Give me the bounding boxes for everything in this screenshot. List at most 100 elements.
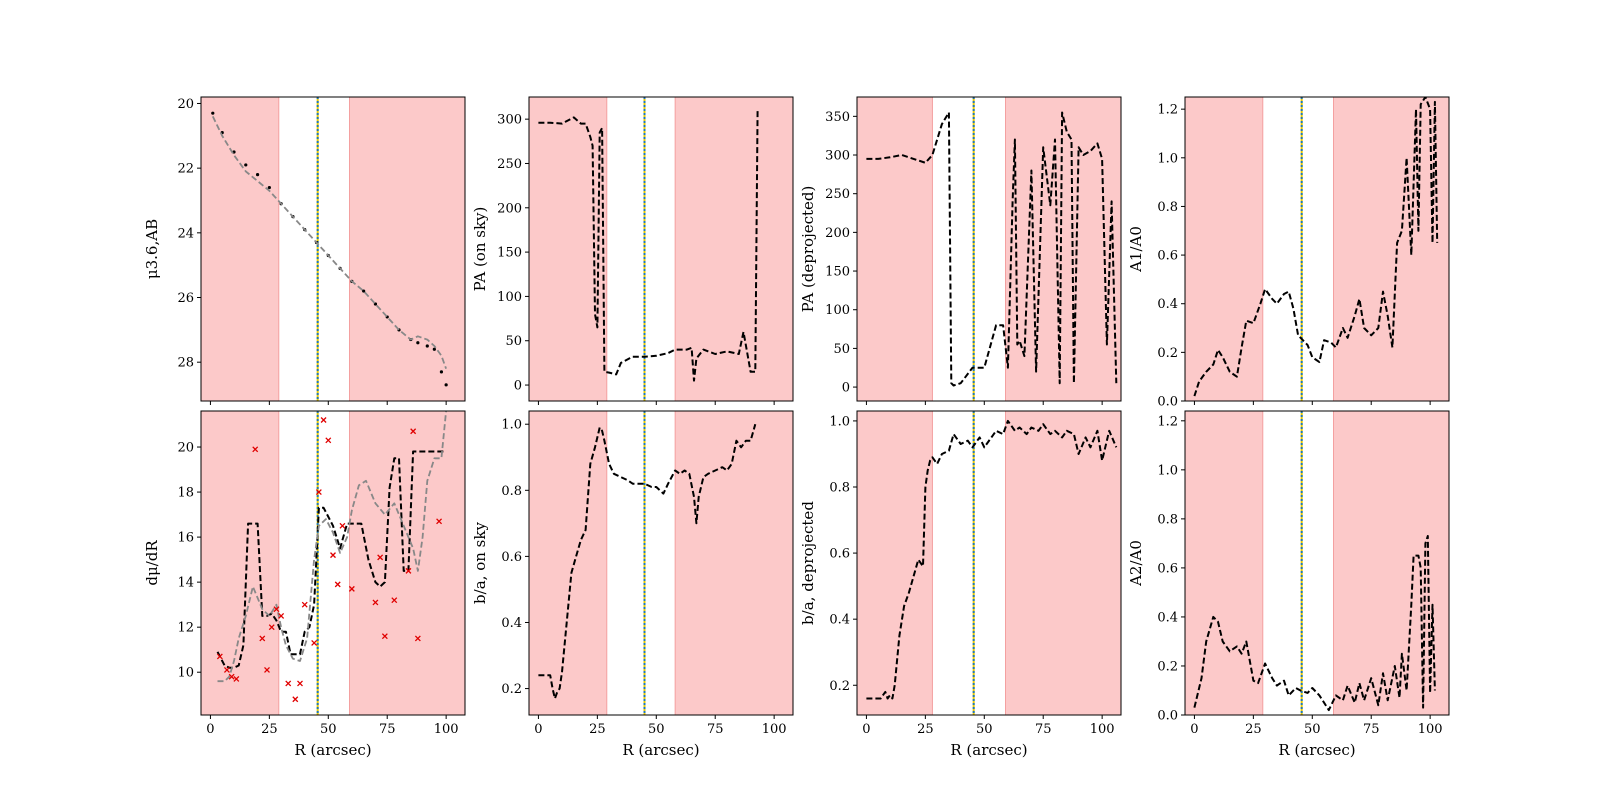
y-tick-label: 300: [497, 113, 522, 128]
data-point: [267, 185, 271, 190]
plot-frame: [856, 410, 1122, 716]
panel-dmu: 0 25 50 75 100 10 12 14 16 18 20 R (arcsec) dμ/dR: [143, 410, 466, 759]
y-tick-label: 200: [825, 226, 850, 241]
y-tick-label: 16: [177, 531, 194, 546]
x-tick-label: 100: [1090, 722, 1115, 737]
y-tick-label: 1.0: [1157, 151, 1178, 166]
data-point: [311, 639, 318, 646]
x-tick-label: 50: [320, 722, 337, 737]
panel-pa_deproj: 0 50 100 150 200 250 300 350 PA (deprojected): [799, 96, 1122, 405]
plot-content: [857, 411, 1121, 715]
data-point: [297, 680, 303, 687]
x-tick-label: 0: [534, 722, 542, 737]
y-tick-label: 0.4: [1157, 610, 1178, 625]
data-point: [339, 522, 346, 529]
plot-frame: [1184, 410, 1450, 716]
y-axis-label: b/a, on sky: [471, 522, 489, 604]
panel-a1: 0.0 0.2 0.4 0.6 0.8 1.0 1.2 A1/A0: [1127, 96, 1450, 410]
plot-frame: [528, 410, 794, 716]
data-point: [432, 347, 436, 351]
series-line: [1193, 97, 1439, 397]
y-tick-label: 0.0: [1157, 395, 1178, 410]
data-point: [439, 370, 444, 374]
x-tick-label: 0: [862, 722, 870, 737]
data-point: [320, 417, 327, 423]
data-point: [325, 437, 332, 444]
data-point: [228, 673, 235, 680]
y-tick-label: 0: [514, 379, 522, 394]
y-tick-label: 10: [177, 666, 194, 681]
data-point: [377, 554, 384, 561]
y-tick-label: 0.2: [1157, 346, 1178, 361]
plot-content: [1185, 411, 1449, 715]
data-point: [292, 696, 299, 703]
series-line: [866, 419, 1118, 700]
x-tick-label: 0: [1190, 722, 1198, 737]
y-tick-label: 0.6: [1157, 249, 1178, 264]
x-tick-label: 50: [648, 722, 665, 737]
data-point: [405, 567, 412, 574]
data-point: [255, 173, 260, 177]
y-tick-label: 0.6: [501, 550, 522, 565]
panel-ba_deproj: 0 25 50 75 100 0.2 0.4 0.6 0.8 1.0 R (arcsec) b/a, …: [799, 410, 1122, 759]
x-tick-label: 25: [589, 722, 606, 737]
shaded-region: [529, 97, 608, 401]
plot-content: [857, 97, 1121, 401]
y-tick-label: 0.2: [1157, 659, 1178, 674]
panel-pa_sky: 0 50 100 150 200 250 300 PA (on sky): [471, 96, 794, 405]
y-tick-label: 0.2: [829, 679, 850, 694]
y-tick-label: 12: [177, 621, 194, 636]
y-tick-label: 50: [833, 342, 850, 357]
y-tick-label: 26: [177, 291, 194, 306]
x-axis-label: R (arcsec): [950, 741, 1027, 759]
plot-frame: [200, 410, 466, 716]
y-tick-label: 1.0: [1157, 463, 1178, 478]
y-tick-label: 0.8: [1157, 512, 1178, 527]
x-tick-label: 100: [762, 722, 787, 737]
data-point: [362, 289, 366, 293]
plot-frame: [856, 96, 1122, 402]
y-tick-label: 0.0: [1157, 709, 1178, 724]
plot-content: [1185, 97, 1449, 401]
data-point: [211, 111, 215, 115]
x-tick-label: 0: [206, 722, 214, 737]
data-point: [436, 518, 443, 525]
x-tick-label: 75: [1035, 722, 1052, 737]
shaded-region: [349, 97, 465, 401]
data-point: [414, 635, 421, 642]
y-axis-label: PA (deprojected): [799, 186, 817, 313]
y-axis-label: A1/A0: [1127, 226, 1145, 273]
data-point: [233, 676, 240, 682]
y-tick-label: 18: [177, 486, 194, 501]
x-tick-label: 50: [1304, 722, 1321, 737]
y-tick-label: 0.6: [829, 547, 850, 562]
data-point: [334, 581, 341, 588]
y-axis-label: PA (on sky): [471, 207, 489, 292]
y-tick-label: 0.8: [501, 484, 522, 499]
panel-ba_sky: 0 25 50 75 100 0.2 0.4 0.6 0.8 1.0 R (arcsec) b/a, …: [471, 410, 794, 759]
data-point: [301, 601, 308, 608]
x-tick-label: 75: [1363, 722, 1380, 737]
y-tick-label: 0.2: [501, 682, 522, 697]
series-line: [538, 423, 757, 700]
y-tick-label: 200: [497, 201, 522, 216]
data-point: [216, 653, 223, 660]
x-axis-label: R (arcsec): [622, 741, 699, 759]
y-tick-label: 100: [825, 303, 850, 318]
series-line: [866, 111, 1118, 387]
y-tick-label: 0.8: [1157, 200, 1178, 215]
series-line-model: [217, 411, 447, 683]
data-point: [425, 344, 429, 348]
y-tick-label: 0.4: [1157, 297, 1178, 312]
shaded-region: [1005, 97, 1121, 401]
y-tick-label: 300: [825, 149, 850, 164]
data-point: [330, 552, 336, 559]
x-tick-label: 100: [1418, 722, 1443, 737]
y-tick-label: 14: [177, 576, 194, 591]
x-tick-label: 100: [434, 722, 459, 737]
shaded-region: [857, 97, 933, 401]
series-line: [216, 450, 447, 669]
y-axis-label: A2/A0: [1127, 540, 1145, 587]
x-axis-label: R (arcsec): [294, 741, 371, 759]
